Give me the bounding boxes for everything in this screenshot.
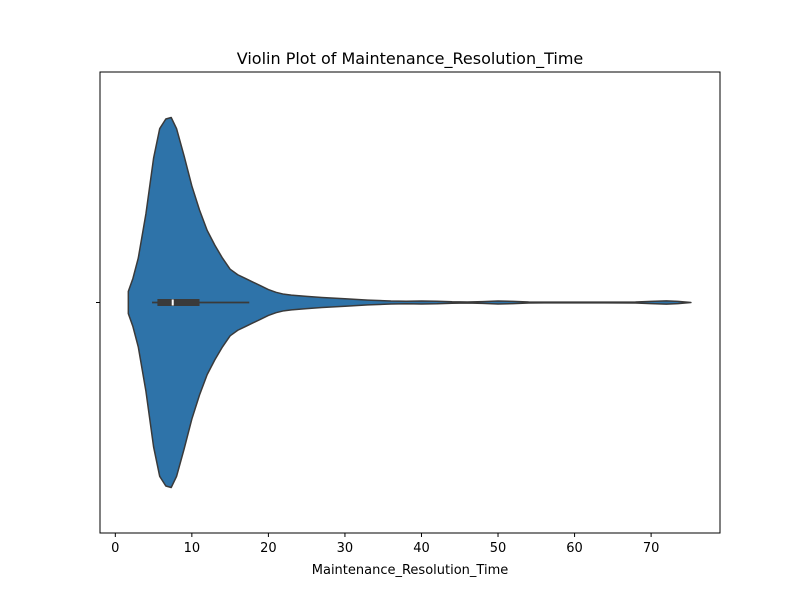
x-tick-label: 10: [184, 541, 201, 556]
violin-body: [127, 116, 692, 489]
x-tick-label: 30: [337, 541, 354, 556]
interquartile-box: [157, 299, 200, 306]
x-tick-label: 0: [111, 541, 119, 556]
x-axis-label: Maintenance_Resolution_Time: [312, 563, 508, 578]
x-tick-label: 50: [490, 541, 507, 556]
plot-frame: [99, 71, 721, 534]
x-tick-label: 60: [566, 541, 583, 556]
x-tick-label: 40: [413, 541, 430, 556]
chart-title: Violin Plot of Maintenance_Resolution_Ti…: [237, 49, 584, 69]
median-marker: [171, 299, 174, 306]
x-axis: 0 10 20 30 40 50 60 70: [96, 302, 660, 556]
plot-area: [127, 116, 692, 489]
x-tick-label: 20: [260, 541, 277, 556]
x-tick-label: 70: [643, 541, 660, 556]
